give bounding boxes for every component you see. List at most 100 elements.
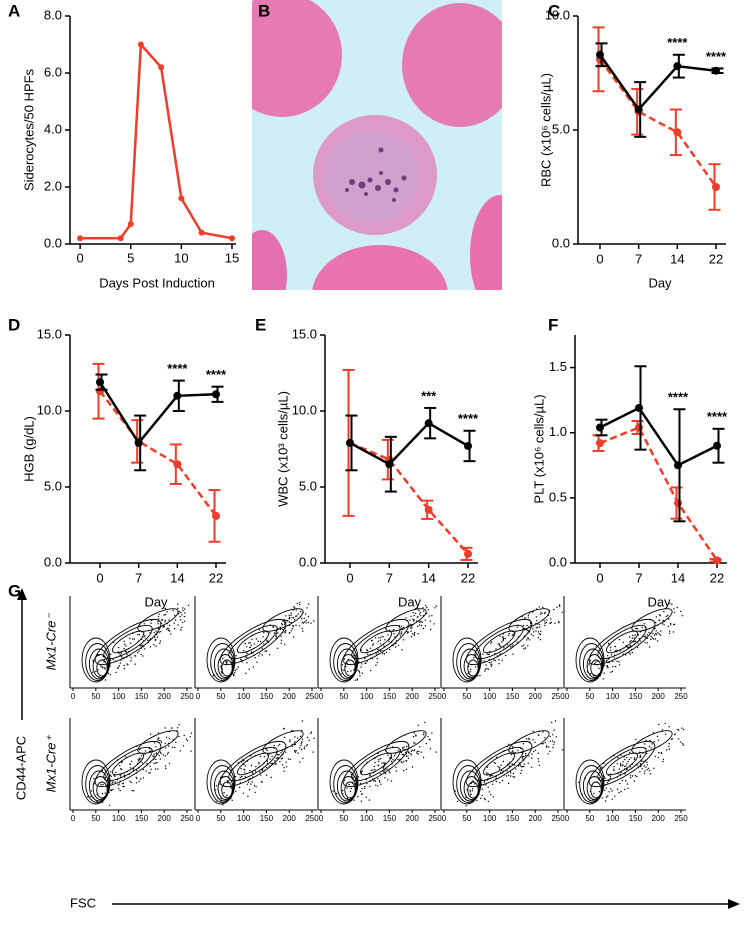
event-dot <box>131 789 133 792</box>
event-dot <box>417 633 419 635</box>
point <box>173 460 182 469</box>
event-dot <box>624 773 626 775</box>
cell <box>312 245 448 290</box>
event-dot <box>542 606 544 609</box>
event-dot <box>527 645 529 647</box>
event-dot <box>412 618 414 620</box>
event-dot <box>101 792 104 795</box>
point <box>464 549 472 558</box>
event-dot <box>669 602 671 605</box>
event-dot <box>488 661 490 664</box>
x-tick-label: 150 <box>506 814 520 823</box>
event-dot <box>299 735 302 737</box>
event-dot <box>134 655 137 657</box>
event-dot <box>589 673 592 675</box>
event-dot <box>97 669 99 671</box>
event-dot <box>642 760 644 762</box>
event-dot <box>300 748 303 751</box>
point <box>713 441 721 450</box>
x-tick-label: 150 <box>135 692 149 701</box>
event-dot <box>360 666 362 668</box>
event-dot <box>533 750 535 753</box>
event-dot <box>290 612 292 614</box>
contour <box>92 776 109 800</box>
point <box>634 105 643 114</box>
event-dot <box>528 737 530 740</box>
event-dot <box>650 638 652 640</box>
event-dot <box>243 759 245 762</box>
event-dot <box>364 785 366 788</box>
event-dot <box>173 622 175 624</box>
event-dot <box>300 743 302 745</box>
event-dot <box>658 723 660 726</box>
x-axis-title: Day <box>398 594 422 609</box>
event-dot <box>182 607 184 609</box>
event-dot <box>149 646 152 648</box>
event-dot <box>110 653 112 655</box>
event-dot <box>532 739 534 741</box>
point <box>712 183 720 191</box>
event-dot <box>628 758 631 761</box>
event-dot <box>616 660 618 662</box>
event-dot <box>629 751 631 754</box>
event-dot <box>261 769 263 772</box>
event-dot <box>499 782 501 784</box>
event-dot <box>293 744 296 746</box>
line <box>599 406 718 467</box>
flow-plot: 0 50 100 150 200 250 <box>440 718 565 823</box>
event-dot <box>266 640 269 642</box>
x-arrow-head <box>728 899 740 909</box>
event-dot <box>243 768 245 770</box>
event-dot <box>289 740 291 743</box>
event-dot <box>102 667 104 669</box>
event-dot <box>668 618 670 620</box>
event-dot <box>144 635 146 637</box>
event-dot <box>103 667 106 669</box>
event-dot <box>117 667 119 669</box>
contour <box>236 630 270 654</box>
event-dot <box>293 606 295 608</box>
significance-label: **** <box>167 361 188 376</box>
event-dot <box>549 622 552 625</box>
event-dot <box>142 777 145 779</box>
event-dot <box>522 758 524 760</box>
event-dot <box>543 620 546 622</box>
event-dot <box>605 800 607 802</box>
event-dot <box>92 671 94 673</box>
contour <box>631 608 673 632</box>
event-dot <box>490 774 493 776</box>
event-dot <box>313 620 315 622</box>
event-dot <box>484 668 487 670</box>
event-dot <box>253 643 256 645</box>
event-dot <box>144 753 146 755</box>
event-dot <box>558 622 560 624</box>
event-dot <box>129 767 131 769</box>
event-dot <box>299 747 301 749</box>
event-dot <box>527 762 529 764</box>
event-dot <box>500 764 502 766</box>
event-dot <box>627 787 629 790</box>
event-dot <box>605 787 608 789</box>
significance-label: **** <box>667 35 688 50</box>
event-dot <box>643 765 645 767</box>
x-tick-label: 7 <box>635 570 642 585</box>
event-dot <box>521 616 523 618</box>
event-dot <box>260 774 262 776</box>
event-dot <box>103 661 105 663</box>
event-dot <box>228 780 230 782</box>
event-dot <box>285 615 287 617</box>
event-dot <box>138 780 140 783</box>
event-dot <box>504 637 506 640</box>
event-dot <box>162 626 164 628</box>
event-dot <box>622 761 624 763</box>
event-dot <box>379 643 382 645</box>
event-dot <box>435 605 438 607</box>
event-dot <box>149 733 152 735</box>
event-dot <box>508 774 510 777</box>
event-dot <box>150 622 152 624</box>
event-dot <box>633 758 636 761</box>
x-tick-label: 0 <box>196 814 201 823</box>
contour <box>262 608 304 632</box>
x-tick-label: 250 <box>180 692 194 701</box>
point <box>229 235 235 242</box>
